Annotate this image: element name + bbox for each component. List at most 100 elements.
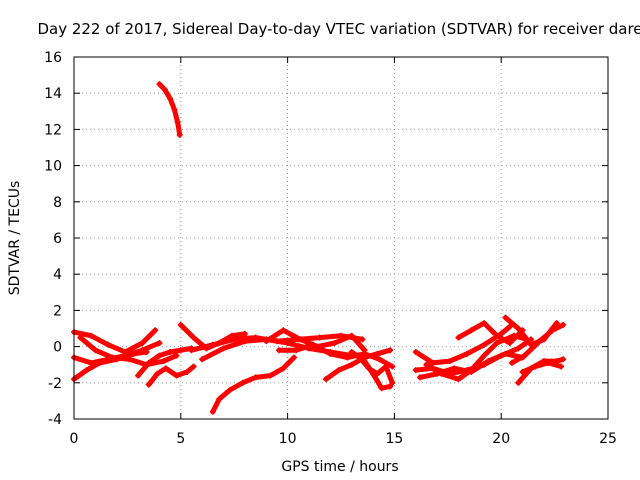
x-tick-label: 5 <box>176 431 185 447</box>
data-series-trace-13 <box>276 341 396 370</box>
x-tick-label: 0 <box>70 431 79 447</box>
data-series-trace-24 <box>519 359 565 375</box>
data-point <box>438 370 445 377</box>
data-point <box>154 370 161 377</box>
y-tick-label: 2 <box>53 303 62 319</box>
data-point <box>239 379 246 386</box>
data-point <box>429 359 436 366</box>
data-series-trace-7 <box>156 81 183 138</box>
data-point <box>468 367 475 374</box>
data-series-trace-17 <box>412 323 513 366</box>
data-point <box>231 336 238 343</box>
data-point <box>177 347 184 354</box>
data-point <box>389 379 396 386</box>
data-point <box>382 363 389 370</box>
y-tick-label: 8 <box>53 195 62 211</box>
data-point <box>297 336 304 343</box>
data-point <box>92 347 99 354</box>
data-point <box>280 327 287 334</box>
data-point <box>387 347 394 354</box>
y-tick-label: 6 <box>53 231 62 247</box>
data-point <box>359 336 366 343</box>
data-point <box>553 320 560 327</box>
data-point <box>173 352 180 359</box>
data-point <box>171 106 178 113</box>
series-line <box>210 355 297 415</box>
data-point <box>88 359 95 366</box>
data-point <box>374 350 381 357</box>
y-axis-label: SDTVAR / TECUs <box>7 181 23 296</box>
data-point <box>105 341 112 348</box>
data-point <box>412 349 419 356</box>
data-point <box>316 334 323 341</box>
data-point <box>468 327 475 334</box>
data-series-trace-25 <box>508 321 567 366</box>
series-line <box>276 342 395 369</box>
data-point <box>374 370 381 377</box>
data-point <box>532 363 539 370</box>
data-point <box>485 358 492 365</box>
data-point <box>355 352 362 359</box>
data-point <box>515 345 522 352</box>
data-point <box>323 376 330 383</box>
data-point <box>348 332 355 339</box>
data-point <box>174 119 181 126</box>
data-point <box>126 356 133 363</box>
data-point <box>348 361 355 368</box>
data-point <box>455 334 462 341</box>
data-point <box>451 365 458 372</box>
y-tick-label: 0 <box>53 340 62 356</box>
data-point <box>558 363 565 370</box>
data-point <box>263 338 270 345</box>
data-point <box>335 367 342 374</box>
data-point <box>139 347 146 354</box>
data-point <box>109 354 116 361</box>
data-point <box>310 341 317 348</box>
data-point <box>162 365 169 372</box>
data-series-trace-4 <box>77 334 180 368</box>
data-point <box>455 376 462 383</box>
data-point <box>423 361 430 368</box>
data-point <box>519 368 526 375</box>
data-series-trace-10 <box>209 354 298 415</box>
data-point <box>417 374 424 381</box>
data-point <box>156 81 163 88</box>
data-point <box>515 325 522 332</box>
data-point <box>515 379 522 386</box>
data-point <box>156 352 163 359</box>
x-tick-label: 15 <box>385 431 403 447</box>
data-point <box>209 408 216 415</box>
data-point <box>536 338 543 345</box>
data-point <box>190 363 197 370</box>
data-point <box>331 339 338 346</box>
data-point <box>161 86 168 93</box>
data-point <box>365 365 372 372</box>
data-point <box>412 367 419 374</box>
data-point <box>177 321 184 328</box>
data-point <box>267 372 274 379</box>
data-point <box>188 347 195 354</box>
y-tick-label: 4 <box>53 267 62 283</box>
data-point <box>378 385 385 392</box>
y-tick-label: 10 <box>44 159 62 175</box>
data-point <box>348 349 355 356</box>
data-point <box>506 339 513 346</box>
data-point <box>521 352 528 359</box>
data-series-trace-6 <box>145 363 197 388</box>
data-point <box>220 345 227 352</box>
data-point <box>173 372 180 379</box>
data-point <box>481 320 488 327</box>
data-point <box>502 350 509 357</box>
data-series-trace-16 <box>355 352 396 386</box>
data-point <box>327 350 334 357</box>
x-tick-label: 20 <box>492 431 510 447</box>
data-point <box>145 381 152 388</box>
series-line <box>456 320 526 346</box>
y-tick-label: -4 <box>48 412 62 428</box>
data-point <box>176 131 183 138</box>
data-point <box>276 347 283 354</box>
data-point <box>502 314 509 321</box>
data-point <box>508 359 515 366</box>
data-point <box>506 323 513 330</box>
data-point <box>167 95 174 102</box>
